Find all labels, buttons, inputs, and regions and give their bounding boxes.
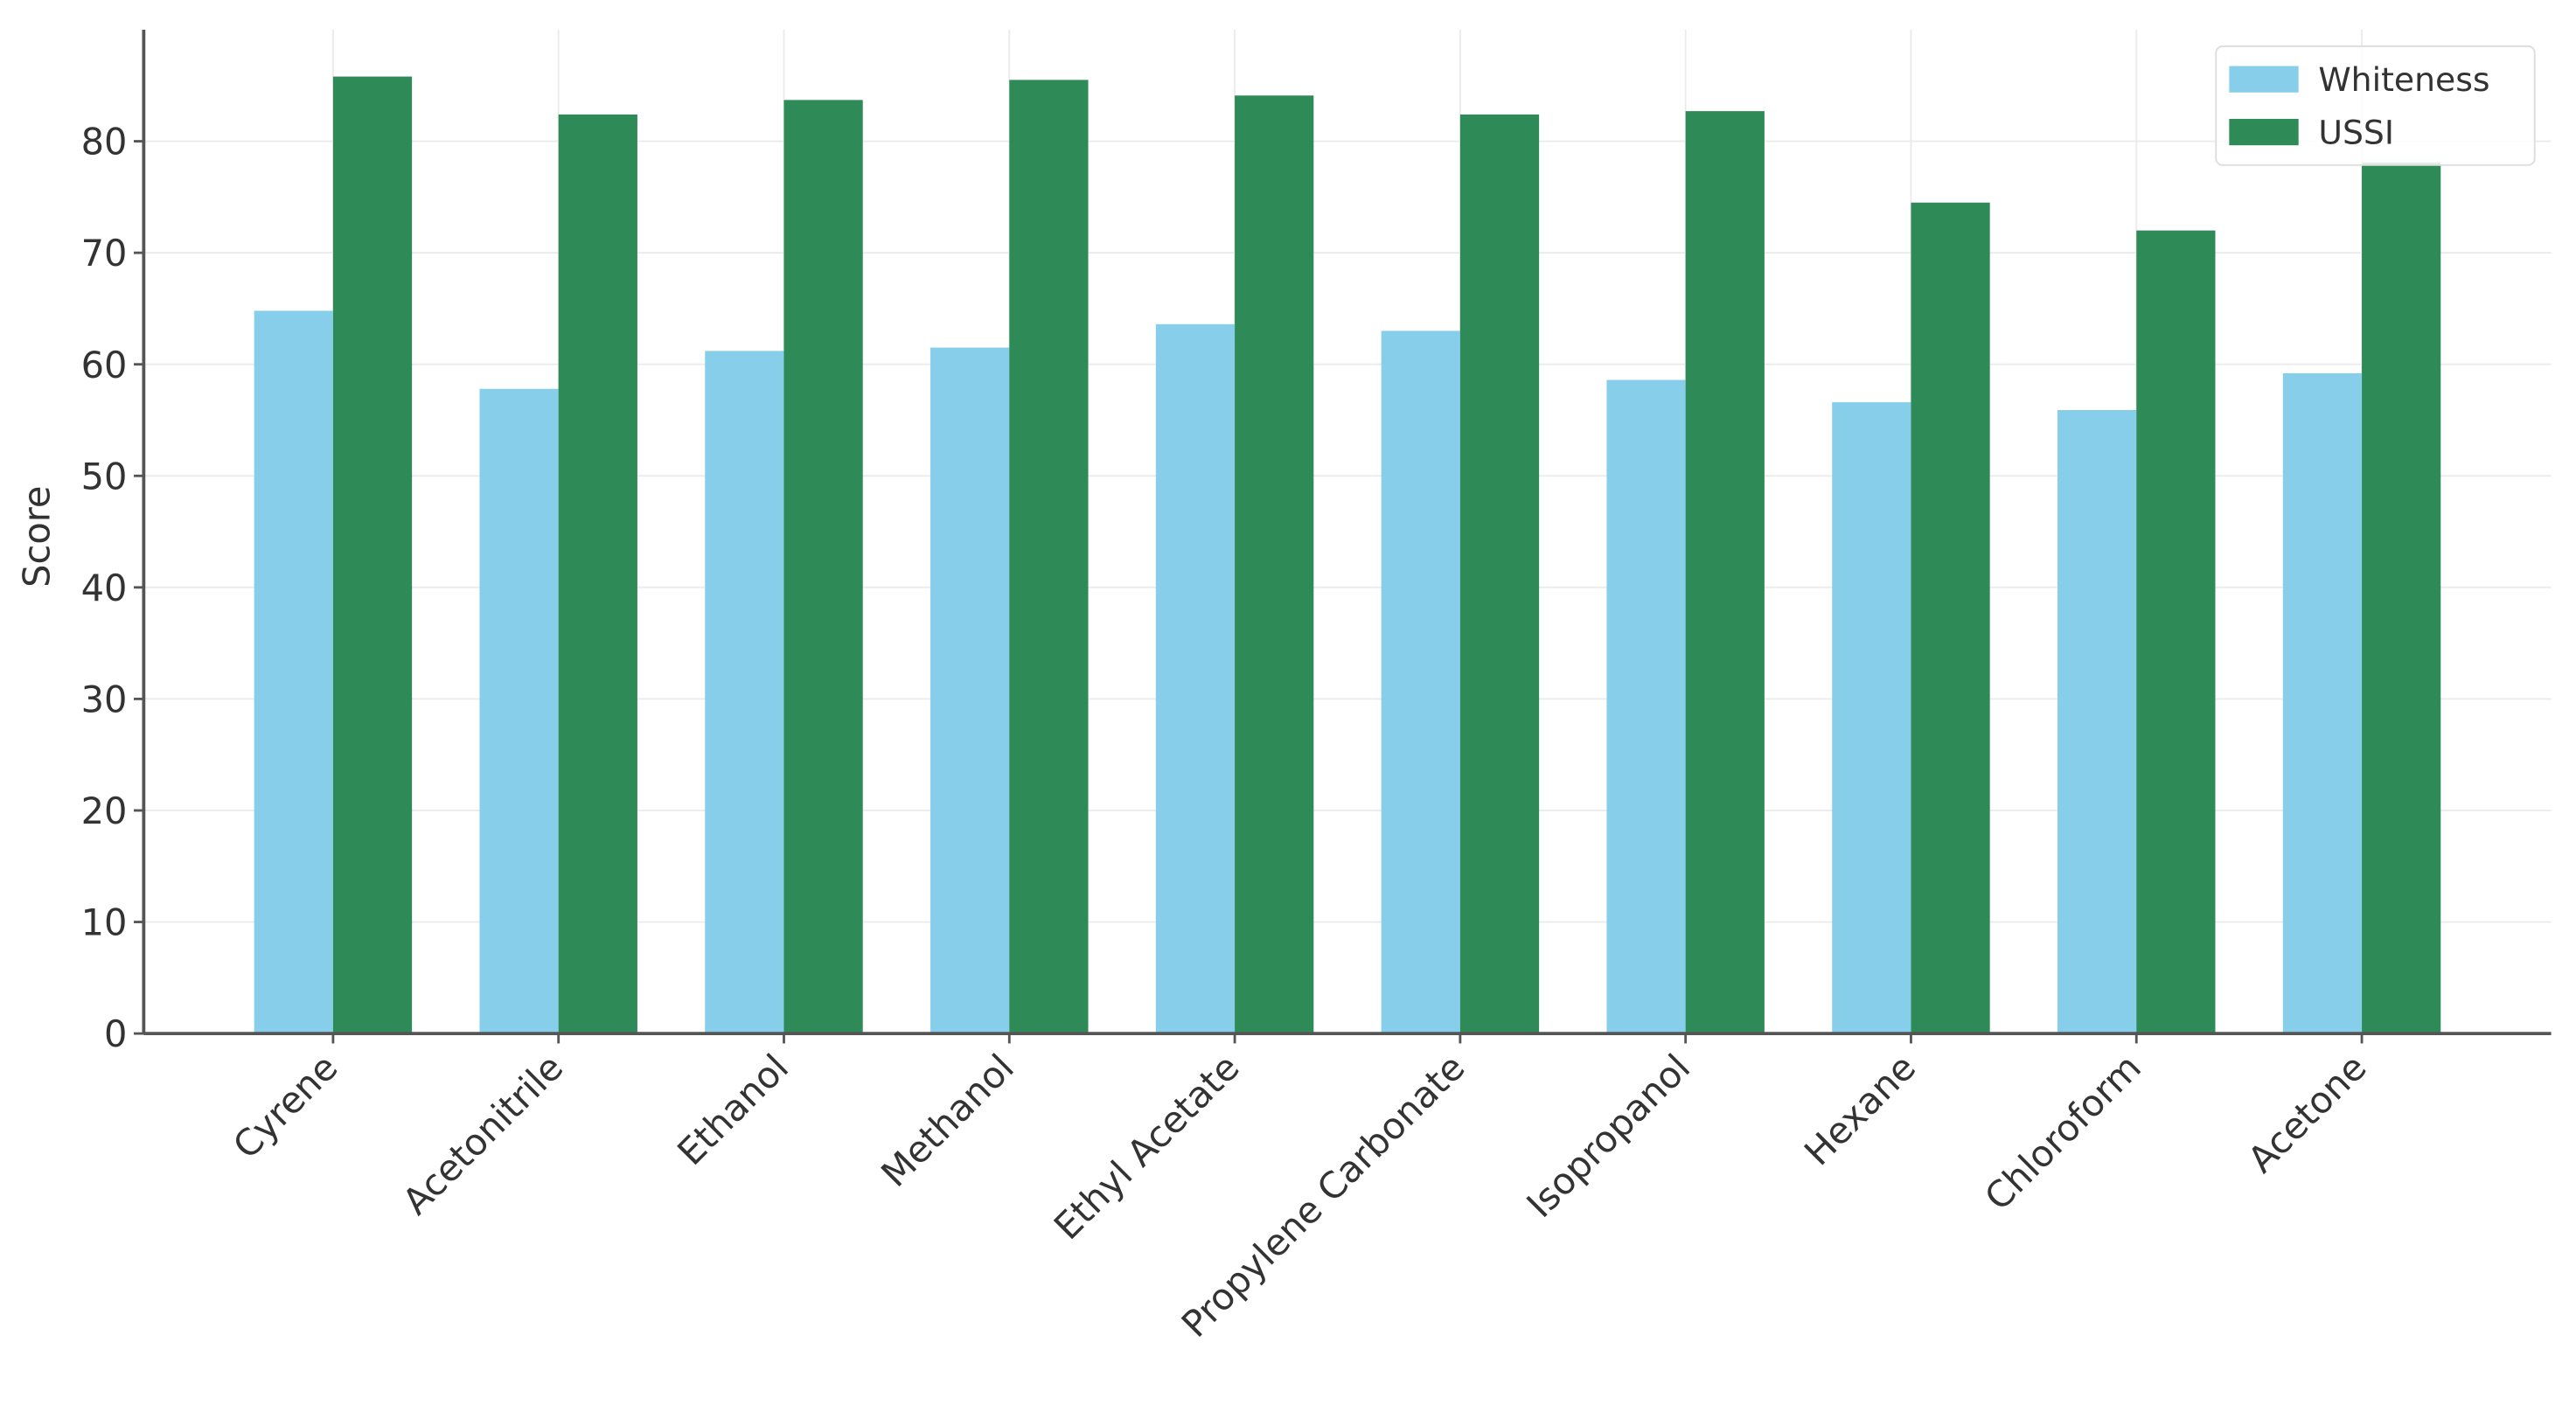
bar <box>2282 372 2363 1034</box>
y-tick-label: 60 <box>81 344 128 386</box>
y-tick-label: 50 <box>81 455 128 497</box>
legend-swatch <box>2229 66 2299 93</box>
bar <box>558 114 637 1034</box>
bar <box>2362 162 2441 1034</box>
bar <box>1685 111 1765 1034</box>
bar <box>705 351 784 1034</box>
x-tick-label: Isopropanol <box>1518 1046 1698 1226</box>
legend: Whiteness USSI <box>2215 45 2536 166</box>
bar <box>1911 202 1990 1034</box>
x-tick-label: Ethyl Acetate <box>1046 1046 1248 1248</box>
x-tick-label: Methanol <box>873 1046 1022 1195</box>
y-tick-label: 20 <box>81 789 128 832</box>
bar <box>1381 330 1460 1034</box>
bar <box>1009 80 1089 1034</box>
bar <box>479 388 559 1034</box>
bar <box>1155 323 1236 1034</box>
y-tick-label: 0 <box>104 1012 127 1055</box>
y-axis-label: Score <box>16 486 59 588</box>
x-tick-label: Acetonitrile <box>394 1046 572 1223</box>
y-tick-label: 40 <box>81 567 128 609</box>
x-tick-label: Chloroform <box>1976 1046 2149 1219</box>
bar <box>930 347 1010 1034</box>
bar <box>1235 95 1314 1034</box>
bar <box>1459 114 1540 1034</box>
legend-label: Whiteness <box>2318 60 2489 99</box>
x-tick-label: Hexane <box>1796 1046 1924 1173</box>
y-tick-label: 80 <box>81 121 128 163</box>
y-tick-label: 10 <box>81 901 128 944</box>
legend-swatch <box>2229 118 2299 146</box>
y-tick-label: 70 <box>81 232 128 275</box>
bar <box>332 76 413 1034</box>
bar <box>1832 402 1911 1034</box>
bar <box>2136 230 2216 1034</box>
legend-label: USSI <box>2318 113 2394 151</box>
bar <box>783 100 863 1034</box>
x-tick-label: Cyrene <box>225 1046 346 1167</box>
x-tick-label: Ethanol <box>669 1046 797 1173</box>
bar <box>1606 379 1686 1034</box>
bar <box>2057 410 2137 1034</box>
y-tick-label: 30 <box>81 678 128 721</box>
bar <box>254 310 333 1034</box>
x-tick-label: Acetone <box>2239 1046 2375 1181</box>
